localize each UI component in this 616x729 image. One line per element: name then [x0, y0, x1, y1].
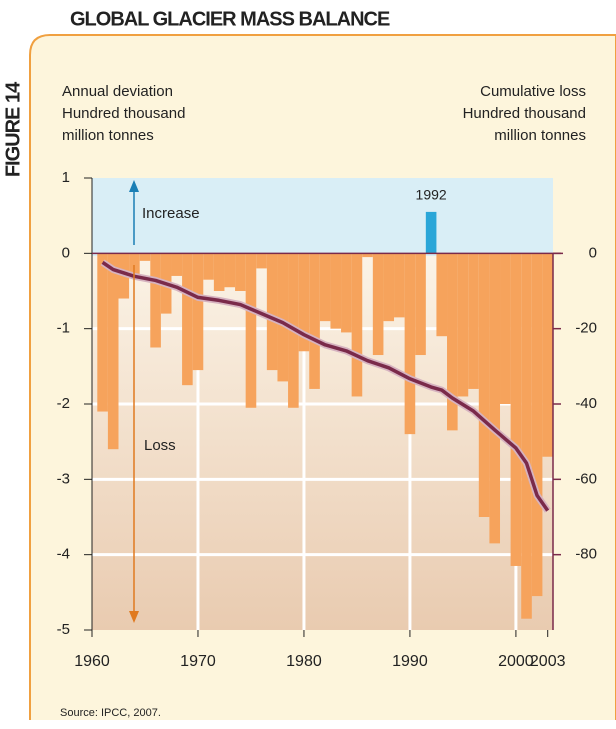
y2-tick-label: 0	[589, 244, 597, 261]
bar	[139, 253, 151, 261]
bar	[235, 253, 246, 291]
chart-title: GLOBAL GLACIER MASS BALANCE	[70, 8, 390, 30]
bar	[542, 253, 553, 457]
bar	[330, 253, 342, 329]
bar	[129, 253, 140, 276]
bar	[150, 253, 161, 348]
bar	[447, 253, 458, 431]
y-tick-label: 0	[62, 244, 70, 261]
y2-tick-label: -20	[575, 320, 597, 337]
x-tick-label: 2000	[498, 653, 534, 670]
peak-label: 1992	[416, 187, 447, 203]
bar	[372, 253, 384, 356]
bar	[277, 253, 289, 382]
bar	[107, 253, 119, 450]
bar	[97, 253, 108, 412]
y2-tick-label: -60	[575, 470, 597, 487]
bar	[266, 253, 278, 371]
bar	[171, 253, 183, 276]
y-label: million tonnes	[62, 127, 154, 144]
x-tick-label: 2003	[530, 653, 566, 670]
bar	[351, 253, 363, 397]
bar	[182, 253, 193, 386]
bar	[457, 253, 469, 397]
y-tick-label: 1	[62, 169, 70, 186]
bar	[319, 253, 331, 322]
y-tick-label: -2	[57, 395, 70, 412]
bar	[415, 253, 426, 356]
x-tick-label: 1970	[180, 653, 216, 670]
bar	[489, 253, 501, 544]
source: Source: IPCC, 2007.	[60, 707, 161, 719]
bar	[510, 253, 522, 566]
bar	[245, 253, 257, 408]
bar	[203, 253, 214, 280]
y2-tick-label: -40	[575, 395, 597, 412]
bar	[425, 211, 437, 254]
increase-band	[92, 178, 553, 256]
y-tick-label: -1	[57, 320, 70, 337]
bar	[192, 253, 204, 371]
figure-label: FIGURE 14	[2, 81, 24, 177]
increase-arrowhead	[129, 180, 139, 192]
y-label: Annual deviation	[62, 83, 173, 100]
y-tick-label: -3	[57, 470, 70, 487]
y2-tick-label: -80	[575, 546, 597, 563]
increase-label: Increase	[142, 205, 200, 222]
bar	[362, 253, 373, 258]
bar	[341, 253, 352, 333]
x-tick-label: 1960	[74, 653, 110, 670]
bar	[436, 253, 448, 337]
bar	[256, 253, 267, 269]
x-tick-label: 1990	[392, 653, 428, 670]
y-tick-label: -5	[57, 621, 70, 638]
loss-label: Loss	[144, 437, 176, 454]
y2-label: Cumulative loss	[480, 83, 586, 100]
bar	[468, 253, 479, 389]
y-tick-label: -4	[57, 546, 70, 563]
bar	[521, 253, 532, 619]
bar	[383, 253, 395, 322]
y2-label: Hundred thousand	[463, 105, 586, 122]
loss-arrowhead	[129, 611, 139, 623]
bar	[404, 253, 416, 435]
bar	[309, 253, 320, 389]
bar	[500, 253, 511, 404]
bar	[224, 253, 236, 288]
y2-label: million tonnes	[494, 127, 586, 144]
bar	[298, 253, 310, 352]
y-label: Hundred thousand	[62, 105, 185, 122]
line	[101, 260, 550, 512]
bar	[478, 253, 490, 518]
x-tick-label: 1980	[286, 653, 322, 670]
bar	[213, 253, 225, 291]
bar	[394, 253, 405, 318]
bar	[531, 253, 543, 597]
